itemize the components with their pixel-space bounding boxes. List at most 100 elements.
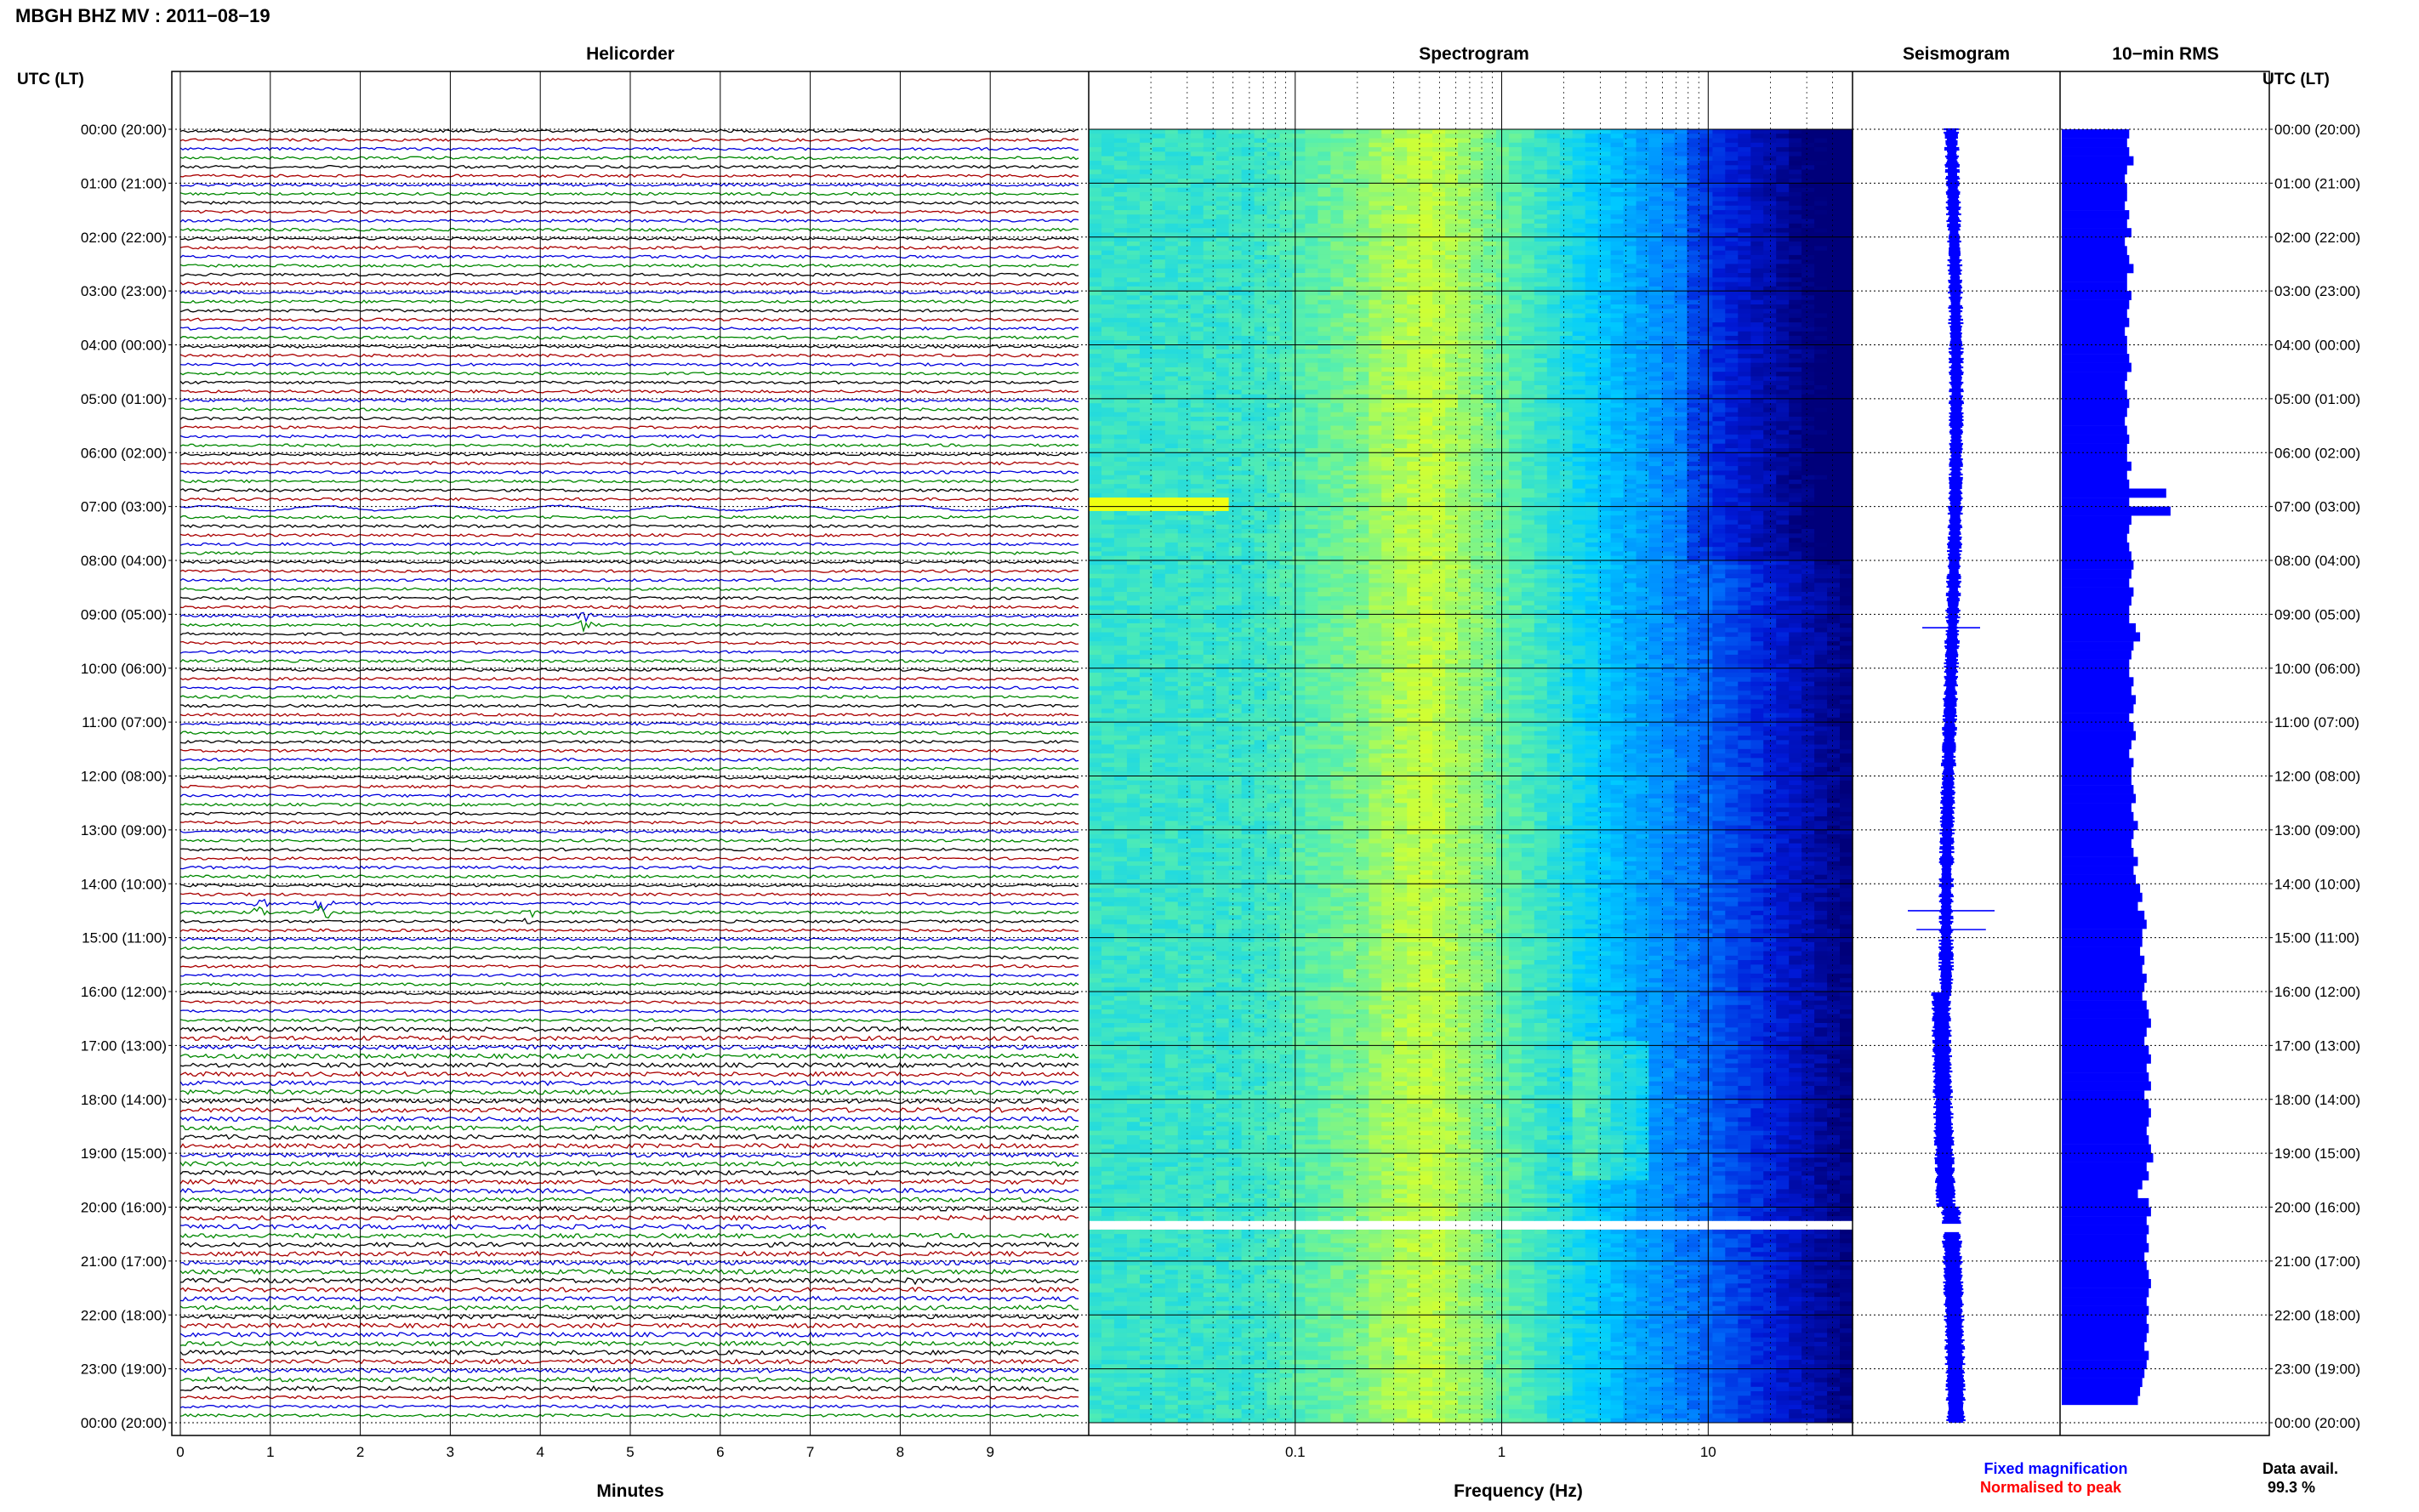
spectrogram-cell (1164, 448, 1179, 453)
helicorder-trace (179, 1413, 1079, 1418)
spectrogram-cell (1139, 156, 1153, 162)
spectrogram-cell (1546, 457, 1561, 463)
spectrogram-cell (1699, 129, 1713, 134)
spectrogram-cell (1725, 344, 1739, 350)
spectrogram-cell (1827, 165, 1841, 170)
spectrogram-cell (1840, 403, 1853, 408)
spectrogram-cell (1534, 281, 1548, 287)
spectrogram-cell (1432, 385, 1446, 390)
spectrogram-cell (1610, 236, 1625, 242)
spectrogram-cell (1089, 142, 1102, 148)
spectrogram-cell (1394, 309, 1408, 314)
spectrogram-cell (1471, 201, 1484, 207)
spectrogram-cell (1190, 484, 1204, 489)
spectrogram-cell (1623, 259, 1637, 264)
spectrogram-cell (1152, 394, 1166, 400)
spectrogram-cell (1636, 134, 1650, 139)
spectrogram-cell (1356, 317, 1369, 323)
spectrogram-cell (1292, 309, 1306, 314)
spectrogram-cell (1190, 295, 1204, 301)
spectrogram-cell (1101, 335, 1115, 341)
spectrogram-cell (1610, 435, 1625, 440)
spectrogram-cell (1623, 376, 1637, 382)
spectrogram-cell (1572, 286, 1586, 292)
spectrogram-cell (1763, 242, 1777, 247)
spectrogram-cell (1177, 273, 1192, 278)
spectrogram-cell (1215, 201, 1230, 207)
spectrogram-cell (1228, 236, 1243, 242)
spectrogram-cell (1712, 448, 1726, 453)
spectrogram-cell (1126, 219, 1141, 225)
spectrogram-cell (1597, 169, 1612, 175)
spectrogram-cell (1228, 129, 1243, 134)
spectrogram-cell (1254, 313, 1268, 319)
spectrogram-cell (1381, 138, 1395, 144)
spectrogram-cell (1597, 421, 1612, 426)
spectrogram-cell (1471, 165, 1484, 170)
spectrogram-cell (1407, 394, 1420, 400)
spectrogram-cell (1089, 250, 1102, 256)
spectrogram-cell (1508, 142, 1523, 148)
spectrogram-cell (1572, 317, 1586, 323)
helicorder-trace (179, 595, 1079, 600)
spectrogram-cell (1738, 173, 1751, 179)
spectrogram-cell (1471, 488, 1484, 494)
spectrogram-cell (1610, 291, 1625, 296)
spectrogram-cell (1623, 295, 1637, 301)
spectrogram-cell (1546, 205, 1561, 211)
spectrogram-cell (1266, 349, 1281, 355)
spectrogram-cell (1661, 161, 1676, 166)
spectrogram-cell (1139, 304, 1153, 310)
spectrogram-cell (1279, 223, 1294, 229)
spectrogram-cell (1177, 335, 1192, 341)
spectrogram-cell (1597, 313, 1612, 319)
spectrogram-cell (1776, 398, 1790, 404)
spectrogram-cell (1674, 165, 1688, 170)
spectrogram-cell (1597, 367, 1612, 372)
spectrogram-cell (1789, 344, 1802, 350)
spectrogram-cell (1241, 205, 1255, 211)
spectrogram-cell (1241, 479, 1255, 485)
spectrogram-cell (1521, 317, 1535, 323)
spectrogram-cell (1572, 385, 1586, 390)
spectrogram-cell (1508, 380, 1523, 386)
spectrogram-cell (1636, 291, 1650, 296)
spectrogram-cell (1318, 134, 1331, 139)
spectrogram-cell (1521, 443, 1535, 449)
spectrogram-cell (1420, 417, 1433, 422)
spectrogram-cell (1559, 254, 1574, 260)
spectrogram-cell (1750, 236, 1764, 242)
spectrogram-cell (1126, 354, 1141, 359)
spectrogram-cell (1559, 354, 1574, 359)
spectrogram-cell (1089, 219, 1102, 225)
spectrogram-cell (1712, 443, 1726, 449)
spectrogram-cell (1814, 389, 1828, 395)
spectrogram-cell (1840, 448, 1853, 453)
spectrogram-cell (1177, 299, 1192, 305)
spectrogram-cell (1241, 191, 1255, 197)
spectrogram-cell (1215, 268, 1230, 274)
spectrogram-cell (1648, 165, 1663, 170)
helicorder-trace (179, 611, 1079, 623)
spectrogram-cell (1521, 466, 1535, 471)
spectrogram-cell (1648, 358, 1663, 363)
spectrogram-cell (1330, 161, 1344, 166)
spectrogram-cell (1661, 242, 1676, 247)
spectrogram-cell (1241, 187, 1255, 193)
spectrogram-cell (1292, 322, 1306, 327)
spectrogram-cell (1712, 429, 1726, 435)
spectrogram-cell (1356, 299, 1369, 305)
spectrogram-cell (1789, 439, 1802, 445)
spectrogram-cell (1636, 335, 1650, 341)
spectrogram-cell (1559, 264, 1574, 270)
spectrogram-cell (1318, 475, 1331, 480)
spectrogram-cell (1623, 367, 1637, 372)
spectrogram-cell (1572, 264, 1586, 270)
spectrogram-cell (1343, 461, 1357, 467)
spectrogram-cell (1610, 295, 1625, 301)
spectrogram-cell (1674, 349, 1688, 355)
spectrogram-cell (1318, 367, 1331, 372)
spectrogram-cell (1394, 313, 1408, 319)
spectrogram-cell (1330, 398, 1344, 404)
spectrogram-cell (1674, 259, 1688, 264)
